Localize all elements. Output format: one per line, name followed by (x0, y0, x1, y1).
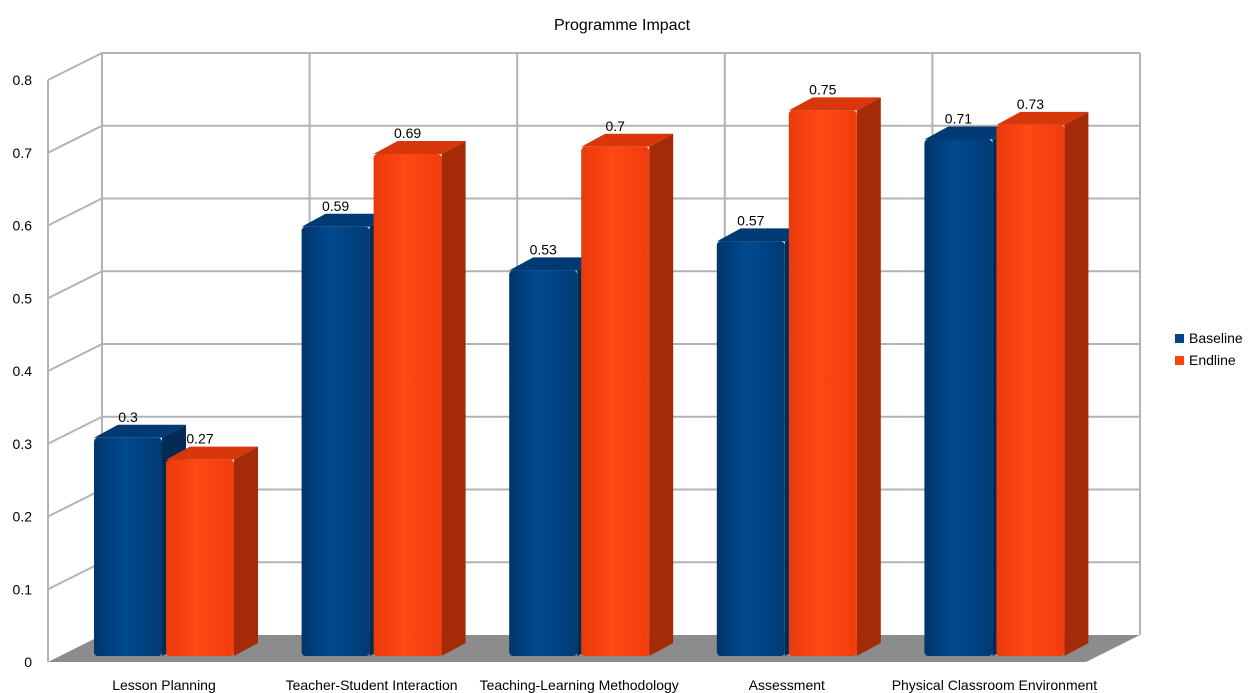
bar-top-endline (373, 141, 466, 155)
side-gridline (47, 270, 103, 300)
x-tick-label: Physical Classroom Environment (892, 677, 1098, 693)
y-tick-label: 0.7 (13, 145, 33, 161)
legend-label-baseline: Baseline (1189, 330, 1243, 346)
value-labels-group: 0.3 0.27 0.59 0.69 0.53 0.7 0.57 0.75 0.71 0.73 (118, 81, 1044, 446)
bar-top-endline (581, 133, 674, 147)
value-label-baseline: 0.3 (118, 409, 138, 425)
bar-baseline (94, 437, 162, 656)
legend-item-baseline: Baseline (1175, 327, 1243, 349)
value-label-endline: 0.75 (809, 81, 836, 97)
value-label-baseline: 0.71 (945, 110, 972, 126)
value-label-endline: 0.69 (394, 125, 421, 141)
bar-endline (373, 154, 442, 656)
side-gridline (47, 488, 103, 518)
value-label-endline: 0.7 (605, 118, 625, 134)
value-label-baseline: 0.57 (737, 212, 764, 228)
bar-baseline (924, 139, 993, 657)
side-gridline (47, 52, 103, 81)
bar-endline (166, 459, 234, 656)
chart-title: Programme Impact (554, 17, 691, 34)
side-gridline (47, 561, 103, 591)
bar-top-endline (166, 446, 258, 460)
bar-side-endline (441, 141, 466, 656)
y-tick-label: 0.2 (13, 509, 33, 525)
legend-label-endline: Endline (1189, 352, 1236, 368)
bar-endline (996, 124, 1065, 657)
y-tick-label: 0.5 (13, 290, 33, 306)
x-tick-label: Teacher-Student Interaction (286, 677, 458, 693)
x-tick-label: Assessment (749, 677, 825, 693)
value-label-endline: 0.73 (1017, 96, 1044, 112)
bar-side-endline (1064, 111, 1089, 657)
side-gridline (47, 197, 103, 227)
bar-baseline (716, 241, 785, 656)
side-gridline (47, 124, 103, 154)
bar-baseline (301, 226, 370, 656)
bar-endline (788, 110, 857, 656)
y-tick-label: 0.3 (13, 436, 33, 452)
legend-item-endline: Endline (1175, 349, 1243, 371)
value-label-endline: 0.27 (186, 431, 213, 447)
bar-side-endline (649, 133, 674, 656)
side-gridline (47, 343, 103, 372)
bar-side-endline (234, 446, 258, 656)
bar-endline (581, 146, 650, 656)
y-tick-label: 0 (24, 654, 32, 670)
y-tick-label: 0.4 (13, 363, 33, 379)
bar-top-baseline (924, 126, 1017, 140)
y-tick-label: 0.1 (13, 581, 33, 597)
legend-swatch-endline (1175, 355, 1184, 365)
x-tick-label: Lesson Planning (112, 677, 216, 693)
bar-top-endline (788, 97, 881, 111)
bar-top-baseline (301, 213, 394, 227)
y-tick-label: 0.8 (13, 72, 33, 88)
legend-swatch-baseline (1175, 333, 1184, 343)
bar-top-baseline (509, 257, 602, 271)
bar-top-baseline (94, 424, 186, 438)
value-label-baseline: 0.59 (322, 198, 349, 214)
bar-side-endline (856, 97, 881, 656)
bar-top-baseline (716, 228, 809, 242)
bars-group (94, 97, 1089, 657)
bar-top-endline (996, 111, 1089, 125)
x-tick-label: Teaching-Learning Methodology (480, 677, 679, 693)
axis-labels-group: 0 0.1 0.2 0.3 0.4 0.5 0.6 0.7 0.8 Lesson Planning… (13, 72, 1098, 693)
y-tick-label: 0.6 (13, 218, 33, 234)
value-label-baseline: 0.53 (530, 241, 557, 257)
legend: Baseline Endline (1175, 327, 1243, 371)
bar-baseline (509, 270, 578, 656)
side-gridline (47, 415, 103, 445)
